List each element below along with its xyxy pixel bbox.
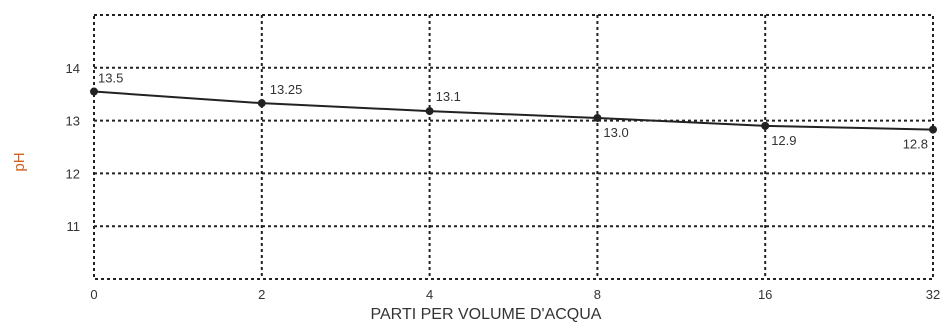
data-labels: 13.5 13.25 13.1 13.0 12.9 12.8 bbox=[98, 71, 928, 152]
x-tick-8: 8 bbox=[594, 287, 601, 302]
plot-frame bbox=[93, 14, 934, 280]
y-tick-14: 14 bbox=[66, 61, 80, 76]
y-tick-11: 11 bbox=[67, 219, 81, 234]
grid bbox=[93, 14, 934, 280]
series-line bbox=[93, 90, 934, 131]
data-label-0: 13.5 bbox=[98, 71, 123, 86]
data-label-2: 13.25 bbox=[270, 82, 303, 97]
data-label-8: 13.0 bbox=[603, 125, 628, 140]
tick-labels: 11 12 13 14 0 2 4 8 16 32 bbox=[66, 61, 941, 302]
data-label-16: 12.9 bbox=[771, 133, 796, 148]
point-0 bbox=[90, 87, 98, 96]
y-tick-13: 13 bbox=[66, 114, 80, 129]
x-tick-32: 32 bbox=[926, 287, 940, 302]
y-tick-12: 12 bbox=[66, 166, 80, 181]
point-2 bbox=[257, 99, 266, 108]
point-16 bbox=[761, 121, 770, 130]
x-tick-2: 2 bbox=[258, 287, 265, 302]
point-32 bbox=[929, 125, 937, 134]
x-tick-16: 16 bbox=[758, 287, 772, 302]
point-8 bbox=[593, 113, 602, 122]
y-axis-title: pH bbox=[11, 152, 28, 171]
data-label-32: 12.8 bbox=[903, 137, 928, 152]
point-4 bbox=[425, 107, 434, 116]
data-label-4: 13.1 bbox=[436, 89, 461, 104]
x-tick-0: 0 bbox=[90, 287, 97, 302]
x-axis-title: PARTI PER VOLUME D'ACQUA bbox=[371, 306, 602, 323]
x-tick-4: 4 bbox=[426, 287, 433, 302]
series-ph bbox=[90, 87, 937, 134]
